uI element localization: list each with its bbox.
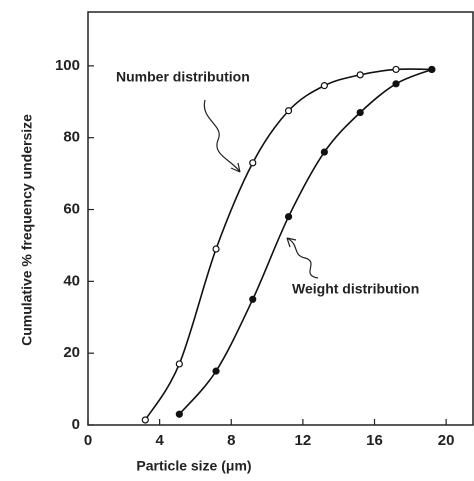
data-point [320, 148, 328, 156]
y-tick-label: 60 [63, 200, 80, 217]
y-tick-label: 80 [63, 129, 80, 146]
data-point [392, 80, 400, 88]
x-tick-label: 12 [295, 432, 312, 449]
data-point [284, 213, 293, 221]
data-point [428, 65, 436, 74]
data-point [141, 416, 149, 424]
series-line [144, 68, 432, 421]
data-point [212, 367, 220, 375]
data-point [175, 410, 183, 418]
plot-frame [87, 11, 474, 426]
annotation: Number distribution [116, 69, 250, 85]
y-tick-label: 0 [72, 416, 80, 433]
data-point [356, 71, 364, 79]
annotation-arrow [203, 99, 241, 173]
data-point [320, 82, 328, 90]
x-tick-label: 0 [84, 432, 92, 449]
data-point [249, 159, 257, 167]
x-tick-label: 20 [438, 432, 455, 449]
data-point [175, 360, 183, 368]
annotation: Weight distribution [292, 281, 419, 297]
y-axis-label: Cumulative % frequency undersize [19, 114, 35, 346]
arrow-head [230, 162, 241, 173]
data-point [356, 108, 364, 117]
data-point [212, 245, 220, 253]
data-point [249, 295, 257, 303]
data-point [392, 65, 400, 74]
x-tick-label: 16 [366, 432, 383, 449]
annotation-arrow [286, 237, 319, 279]
y-tick-label: 20 [63, 344, 80, 361]
x-axis-label: Particle size (μm) [136, 458, 251, 474]
series-line [178, 68, 433, 415]
arrow-head [286, 237, 297, 248]
y-tick-label: 100 [55, 57, 80, 74]
x-tick-label: 8 [227, 432, 235, 449]
y-tick-label: 40 [63, 272, 80, 289]
x-tick-label: 4 [155, 432, 164, 449]
data-point [284, 107, 293, 115]
